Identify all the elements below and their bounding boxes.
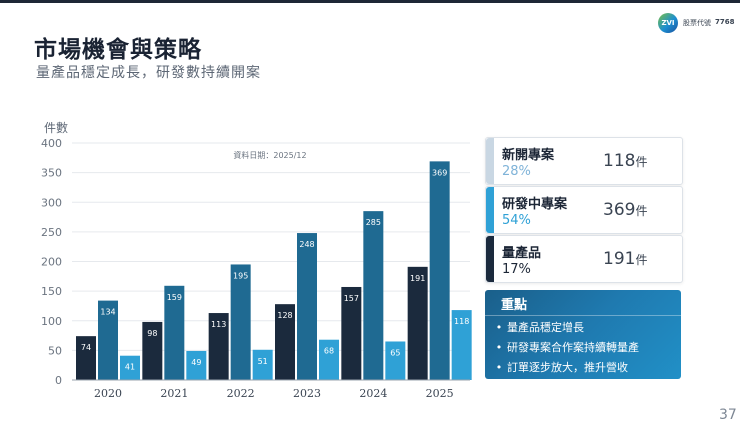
data-label: 134 <box>100 308 115 317</box>
y-tick-label: 50 <box>48 344 62 357</box>
page-subtitle: 量產品穩定成長，研發數持續開案 <box>36 65 261 81</box>
data-label: 65 <box>390 348 400 357</box>
bar-rd <box>297 233 317 380</box>
card-percent: 17% <box>502 262 531 277</box>
logo-label: 股票代號 <box>683 19 711 27</box>
focus-item-text: 訂單逐步放大，推升營收 <box>507 361 628 374</box>
y-tick-label: 100 <box>41 315 62 328</box>
bar-new <box>319 339 339 380</box>
data-label: 195 <box>233 271 248 280</box>
bar-rd <box>98 300 118 380</box>
x-tick-label: 2025 <box>426 387 454 400</box>
data-date-note: 資料日期：2025/12 <box>233 150 306 160</box>
data-label: 128 <box>277 311 292 320</box>
focus-panel: 重點 • 量產品穩定增長 • 研發專案合作案持續轉量產 • 訂單逐步放大，推升營收 <box>485 290 681 379</box>
bar-mass <box>407 266 428 380</box>
card-new-projects: 新開專案 28% 118件 <box>485 137 683 185</box>
company-logo: ZVI 股票代號 7768 <box>658 13 736 35</box>
data-label: 49 <box>191 358 201 367</box>
bar-rd <box>363 211 384 380</box>
bar-new <box>120 355 140 380</box>
focus-divider <box>485 315 681 316</box>
bar-mass <box>208 313 229 380</box>
y-axis-label: 件數 <box>44 121 68 135</box>
bar-new <box>451 310 472 380</box>
data-label: 159 <box>167 293 182 302</box>
bar-mass <box>275 304 295 380</box>
focus-item: • 研發專案合作案持續轉量產 <box>491 338 639 358</box>
focus-item: • 量產品穩定增長 <box>491 318 639 338</box>
bar-new <box>385 341 406 380</box>
stock-code: 7768 <box>715 18 735 26</box>
logo-mark: ZVI <box>658 13 678 33</box>
card-value-wrap: 118件 <box>603 151 647 171</box>
focus-list: • 量產品穩定增長 • 研發專案合作案持續轉量產 • 訂單逐步放大，推升營收 <box>491 318 639 378</box>
data-label: 369 <box>432 168 447 177</box>
data-label: 248 <box>299 240 314 249</box>
card-value: 191 <box>603 249 636 269</box>
bar-mass <box>142 321 163 380</box>
card-color-bar <box>486 187 494 233</box>
bar-mass <box>76 336 96 380</box>
card-value-wrap: 369件 <box>603 200 647 220</box>
x-tick-label: 2024 <box>359 387 387 400</box>
x-tick-label: 2023 <box>293 387 321 400</box>
top-bar <box>0 0 740 3</box>
data-label: 51 <box>258 357 268 366</box>
bullet-icon: • <box>495 361 503 374</box>
card-unit: 件 <box>635 204 648 218</box>
data-label: 285 <box>366 218 381 227</box>
bar-mass <box>341 286 362 380</box>
x-tick-label: 2020 <box>94 387 122 400</box>
card-value: 118 <box>603 151 636 171</box>
bar-new <box>186 350 207 380</box>
page-title: 市場機會與策略 <box>34 37 202 63</box>
data-label: 113 <box>211 320 226 329</box>
card-unit: 件 <box>635 253 648 267</box>
card-percent: 54% <box>502 213 531 228</box>
data-label: 118 <box>454 317 469 326</box>
bullet-icon: • <box>495 341 503 354</box>
card-label: 研發中專案 <box>502 197 568 212</box>
data-label: 41 <box>125 363 135 372</box>
bar-rd <box>230 264 251 380</box>
data-label: 98 <box>147 329 157 338</box>
data-label: 68 <box>324 347 334 356</box>
data-label: 157 <box>344 294 359 303</box>
y-tick-label: 400 <box>41 137 62 150</box>
card-rd-projects: 研發中專案 54% 369件 <box>485 186 683 234</box>
data-label: 74 <box>81 343 91 352</box>
bullet-icon: • <box>495 321 503 334</box>
card-color-bar <box>486 138 494 184</box>
y-tick-label: 250 <box>41 226 62 239</box>
x-tick-label: 2021 <box>160 387 188 400</box>
card-unit: 件 <box>635 155 648 169</box>
bar-rd <box>429 161 450 380</box>
x-tick-label: 2022 <box>227 387 255 400</box>
focus-item-text: 量產品穩定增長 <box>507 321 584 334</box>
focus-title: 重點 <box>501 298 528 313</box>
card-label: 量產品 <box>502 246 542 261</box>
card-color-bar <box>486 236 494 282</box>
card-value: 369 <box>603 200 636 220</box>
focus-item-text: 研發專案合作案持續轉量產 <box>507 341 639 354</box>
card-percent: 28% <box>502 164 531 179</box>
y-tick-label: 200 <box>41 256 62 269</box>
card-value-wrap: 191件 <box>603 249 647 269</box>
card-mass-products: 量產品 17% 191件 <box>485 235 683 283</box>
y-tick-label: 350 <box>41 167 62 180</box>
focus-item: • 訂單逐步放大，推升營收 <box>491 358 639 378</box>
page-number: 37 <box>719 407 737 423</box>
y-tick-label: 150 <box>41 285 62 298</box>
y-tick-label: 0 <box>55 374 62 387</box>
data-label: 191 <box>410 274 425 283</box>
card-label: 新開專案 <box>502 148 555 163</box>
bar-rd <box>164 285 185 380</box>
bar-new <box>252 349 273 380</box>
y-tick-label: 300 <box>41 196 62 209</box>
